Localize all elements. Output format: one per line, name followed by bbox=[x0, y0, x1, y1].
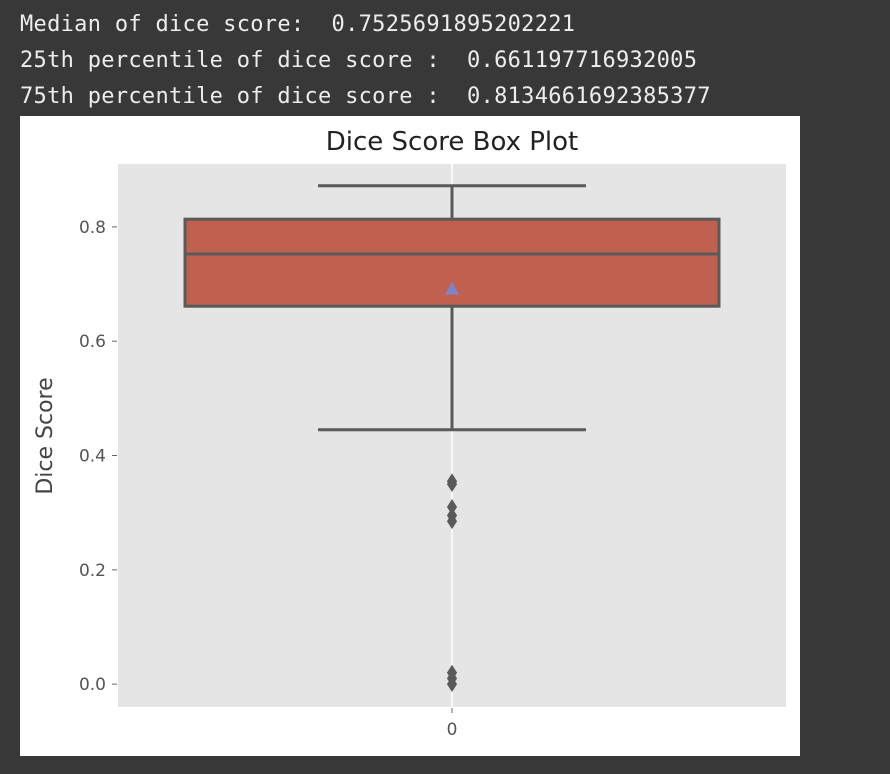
chart-title: Dice Score Box Plot bbox=[326, 127, 578, 157]
box-plot-svg: Dice Score Box Plot 0.0 0.2 0.4 0.6 0.8 0 Dic… bbox=[33, 127, 786, 740]
chart-figure: Dice Score Box Plot 0.0 0.2 0.4 0.6 0.8 0 Dic… bbox=[20, 116, 800, 756]
outlier-point bbox=[446, 476, 458, 493]
box-layer bbox=[183, 184, 721, 693]
p25-output-line: 25th percentile of dice score : 0.661197… bbox=[20, 48, 698, 73]
y-tick-label: 0.8 bbox=[79, 218, 106, 238]
y-tick-label: 0.2 bbox=[79, 561, 106, 581]
p75-output-line: 75th percentile of dice score : 0.813466… bbox=[20, 84, 711, 109]
y-tick-label: 0.4 bbox=[79, 447, 106, 467]
y-tick-label: 0.6 bbox=[79, 332, 106, 352]
mean-marker bbox=[445, 281, 459, 295]
y-axis-label: Dice Score bbox=[33, 377, 58, 494]
x-tick-label: 0 bbox=[447, 720, 458, 740]
median-output-line: Median of dice score: 0.7525691895202221 bbox=[20, 12, 576, 37]
outlier-point bbox=[446, 513, 458, 530]
outlier-point bbox=[446, 676, 458, 693]
y-tick-label: 0.0 bbox=[79, 675, 106, 695]
axis-layer: 0.0 0.2 0.4 0.6 0.8 0 bbox=[79, 218, 457, 740]
